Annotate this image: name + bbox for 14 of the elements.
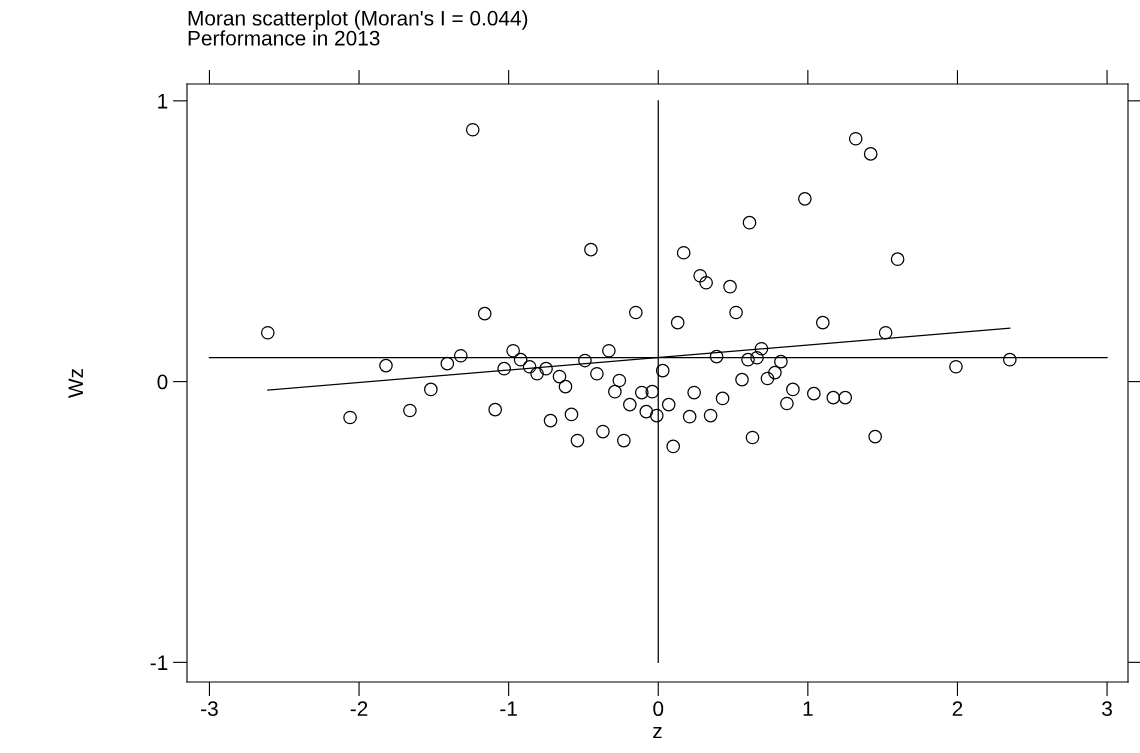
y-tick-label: 0: [157, 374, 168, 390]
x-tick-label: 2: [952, 701, 963, 716]
x-axis-title: z: [653, 727, 662, 739]
y-axis-title: Wz: [68, 369, 83, 398]
chart-subtitle: Performance in 2013: [188, 30, 380, 46]
chart-title: Moran scatterplot (Moran's I = 0.044): [188, 10, 528, 30]
x-tick-label: -3: [201, 701, 218, 717]
y-tick-label: -1: [150, 655, 168, 670]
x-tick-label: -1: [500, 701, 517, 716]
x-tick-label: 3: [1102, 701, 1112, 717]
y-tick-label: 1: [158, 94, 168, 109]
x-tick-label: 0: [653, 701, 664, 717]
x-tick-label: -2: [350, 701, 368, 716]
x-tick-label: 1: [803, 701, 813, 716]
